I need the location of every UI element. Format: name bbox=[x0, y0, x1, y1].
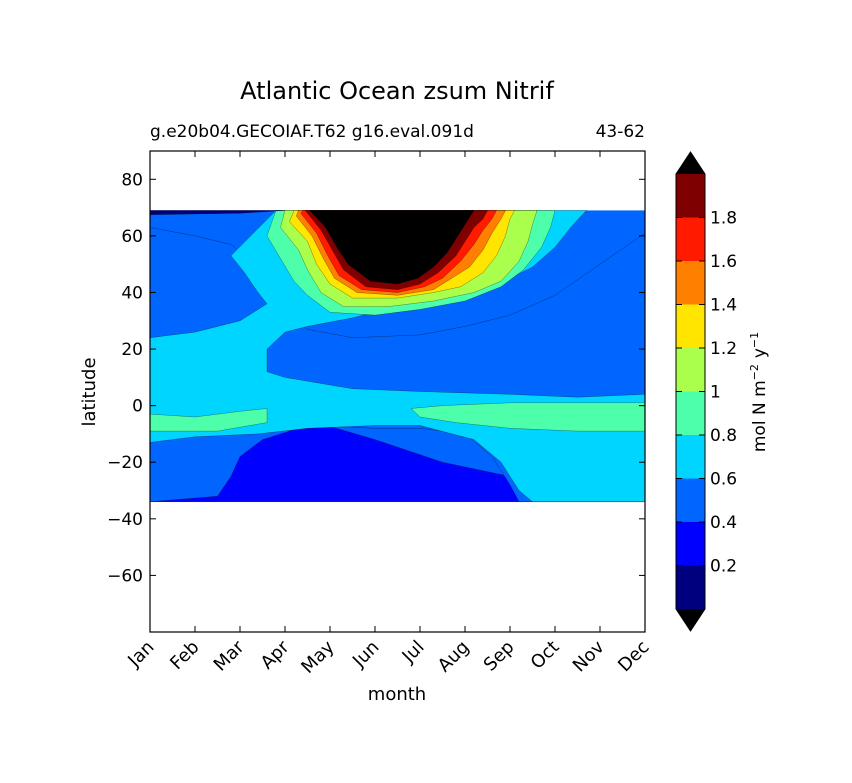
colorbar-segment bbox=[676, 304, 705, 348]
colorbar-outline bbox=[675, 151, 706, 632]
colorbar-tick-label: 0.2 bbox=[710, 557, 737, 577]
chart-title: Atlantic Ocean zsum Nitrif bbox=[240, 77, 554, 105]
x-tick-label: Aug bbox=[434, 637, 474, 677]
x-axis-label: month bbox=[368, 684, 426, 705]
x-tick-label: Sep bbox=[480, 637, 519, 676]
y-tick-label: −20 bbox=[107, 453, 143, 473]
x-tick-label: Feb bbox=[166, 637, 203, 674]
colorbar-tick-label: 1.2 bbox=[710, 339, 737, 359]
colorbar-tick-label: 0.6 bbox=[710, 470, 737, 490]
colorbar-segment bbox=[676, 565, 705, 609]
colorbar-segment bbox=[676, 348, 705, 392]
colorbar-label-mid: y bbox=[750, 348, 770, 358]
y-axis-ticks: 80 60 40 20 0 −20 −40 −60 bbox=[107, 170, 645, 586]
colorbar-segment bbox=[676, 522, 705, 566]
colorbar-label-exp2: −1 bbox=[748, 332, 761, 348]
y-tick-label: −40 bbox=[107, 510, 143, 530]
colorbar-tick-label: 1.8 bbox=[710, 209, 737, 229]
contour-band-6 bbox=[410, 402, 645, 432]
x-tick-label: Oct bbox=[527, 637, 564, 674]
colorbar bbox=[675, 151, 706, 632]
colorbar-label-exp1: −2 bbox=[748, 364, 761, 380]
contour-band-5 bbox=[150, 408, 268, 432]
colorbar-tick-label: 1.4 bbox=[710, 296, 737, 316]
colorbar-segment bbox=[676, 478, 705, 522]
x-tick-label: Jan bbox=[123, 637, 158, 672]
y-tick-label: 40 bbox=[121, 283, 143, 303]
y-tick-label: −60 bbox=[107, 566, 143, 586]
y-tick-label: 0 bbox=[132, 397, 143, 417]
chart-subtitle-left: g.e20b04.GECOIAF.T62 g16.eval.091d bbox=[150, 122, 474, 142]
y-tick-label: 20 bbox=[121, 340, 143, 360]
contour-bands bbox=[150, 210, 645, 503]
colorbar-over-arrow bbox=[676, 152, 705, 174]
colorbar-tick-label: 1.6 bbox=[710, 252, 737, 272]
colorbar-segment bbox=[676, 217, 705, 261]
y-tick-label: 80 bbox=[121, 170, 143, 190]
y-axis-label: latitude bbox=[79, 357, 100, 426]
x-tick-label: Jun bbox=[348, 637, 383, 672]
colorbar-segment bbox=[676, 391, 705, 435]
colorbar-tick-label: 1 bbox=[710, 383, 721, 403]
x-tick-label: Dec bbox=[614, 637, 653, 676]
colorbar-tick-label: 0.4 bbox=[710, 513, 737, 533]
colorbar-ticks: 0.2 0.4 0.6 0.8 1 1.2 1.4 1.6 1.8 bbox=[676, 209, 737, 577]
x-tick-label: Mar bbox=[210, 636, 249, 675]
contour-band-12 bbox=[309, 210, 475, 285]
colorbar-segment bbox=[676, 174, 705, 218]
colorbar-segment bbox=[676, 261, 705, 305]
colorbar-label-main: mol N m bbox=[750, 380, 770, 452]
plot-frame bbox=[149, 150, 646, 633]
chart-subtitle-right: 43-62 bbox=[596, 122, 645, 142]
colorbar-tick-label: 0.8 bbox=[710, 426, 737, 446]
x-tick-label: May bbox=[297, 636, 338, 677]
colorbar-label: mol N m−2 y−1 bbox=[748, 332, 770, 452]
colorbar-segment bbox=[676, 435, 705, 479]
y-tick-label: 60 bbox=[121, 227, 143, 247]
x-tick-label: Jul bbox=[398, 637, 429, 668]
x-tick-label: Nov bbox=[569, 636, 609, 676]
colorbar-under-arrow bbox=[676, 609, 705, 631]
contour-band-13 bbox=[150, 210, 286, 215]
x-tick-label: Apr bbox=[257, 636, 294, 673]
